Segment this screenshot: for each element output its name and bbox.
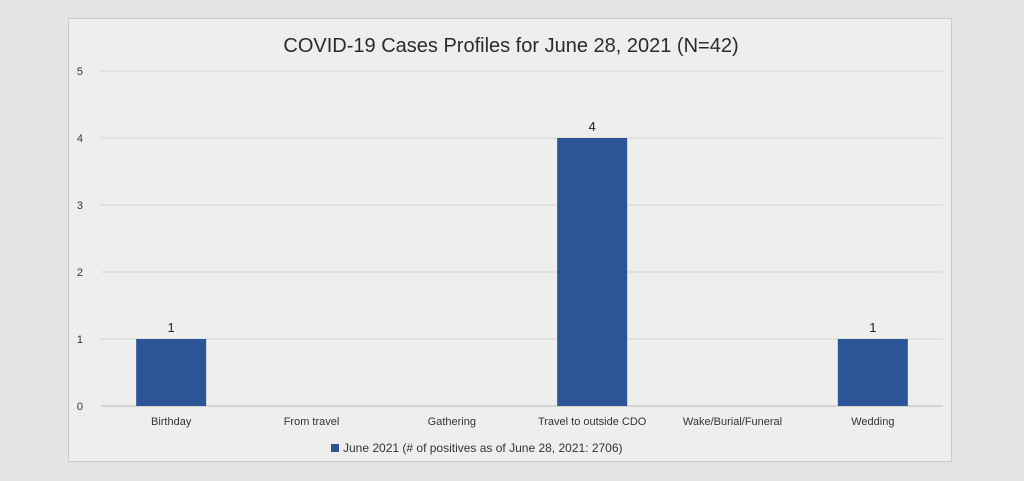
legend: June 2021 (# of positives as of June 28,… [331,441,623,455]
y-tick-label: 2 [77,267,83,279]
data-label: 1 [168,320,175,335]
category-label: Wedding [851,416,894,428]
bar [557,138,628,406]
category-label: Gathering [428,416,476,428]
category-label: Travel to outside CDO [538,416,647,428]
y-tick-label: 3 [77,200,83,212]
bar [136,339,207,406]
legend-label: June 2021 (# of positives as of June 28,… [343,441,623,455]
category-label: From travel [284,416,340,428]
y-tick-label: 1 [77,334,83,346]
category-label: Wake/Burial/Funeral [683,416,782,428]
chart-title: COVID-19 Cases Profiles for June 28, 202… [283,35,738,57]
y-tick-label: 5 [77,66,83,78]
category-label: Birthday [151,416,192,428]
gridlines [101,70,943,407]
data-labels: 1 4 1 [168,119,877,335]
bar [837,339,908,406]
y-tick-label: 0 [77,401,83,413]
y-tick-label: 4 [77,133,83,145]
y-axis-ticks: 0 1 2 3 4 5 [77,66,83,413]
data-label: 1 [869,320,876,335]
data-label: 4 [589,119,596,134]
category-labels: Birthday From travel Gathering Travel to ou… [151,416,894,428]
legend-swatch [331,444,339,452]
bars [136,138,908,406]
bar-chart: COVID-19 Cases Profiles for June 28, 202… [77,35,943,455]
chart-frame: COVID-19 Cases Profiles for June 28, 202… [68,18,952,462]
